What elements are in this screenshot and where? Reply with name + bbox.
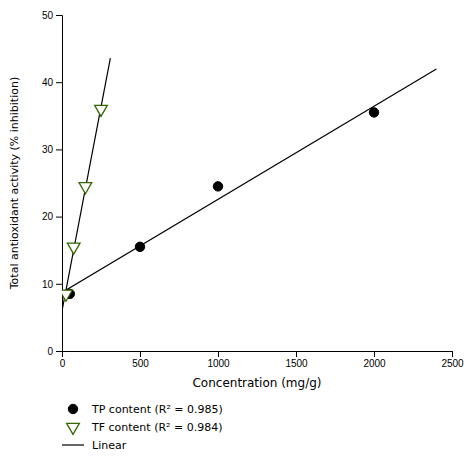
tick-mark — [56, 82, 62, 83]
tick-label: 30 — [42, 144, 54, 155]
tick-label: 0 — [47, 346, 53, 357]
tick-label: 20 — [42, 211, 54, 222]
legend-symbol — [67, 423, 80, 434]
x-axis-title: Concentration (mg/g) — [192, 376, 321, 390]
tick: 2500 — [441, 351, 464, 369]
point — [79, 183, 92, 194]
tick: 2000 — [363, 351, 386, 369]
legend-symbol — [62, 444, 84, 445]
tick: 20 — [42, 211, 62, 222]
legend-label: Linear — [92, 439, 127, 452]
axis-line — [63, 352, 453, 358]
axis-line — [56, 16, 63, 352]
point — [62, 290, 72, 301]
marks — [62, 58, 436, 311]
point — [135, 242, 144, 251]
tick-mark — [56, 149, 62, 150]
tick-label: 2000 — [363, 358, 386, 369]
legend-item: Linear — [62, 439, 127, 452]
fit-line — [62, 58, 436, 311]
tick-mark — [296, 351, 297, 357]
point — [67, 243, 80, 254]
chart: 0 500 1000 1500 2000 2500 0 10 20 30 40 50 Concentra… — [0, 0, 474, 465]
legend-item: TF content (R² = 0.984) — [67, 421, 223, 434]
tick-mark — [374, 351, 375, 357]
tick: 0 — [47, 346, 62, 357]
tick-label: 500 — [132, 358, 149, 369]
tick-label: 10 — [42, 279, 54, 290]
tick: 50 — [42, 10, 62, 21]
tick-mark — [140, 351, 141, 357]
tick-label: 0 — [60, 358, 66, 369]
tick-mark — [56, 217, 62, 218]
tick: 1500 — [285, 351, 308, 369]
tick: 10 — [42, 279, 62, 290]
tick-mark — [56, 351, 62, 352]
tick: 30 — [42, 144, 62, 155]
y-axis-title: Total antioxidant activity (% inhibition… — [8, 77, 21, 290]
tick-mark — [452, 351, 453, 357]
tick-mark — [218, 351, 219, 357]
tick-label: 40 — [42, 77, 54, 88]
point — [95, 105, 108, 116]
tick-mark — [56, 15, 62, 16]
legend-label: TP content (R² = 0.985) — [91, 403, 223, 416]
tick-label: 1500 — [285, 358, 308, 369]
tick: 40 — [42, 77, 62, 88]
legend-item: TP content (R² = 0.985) — [68, 403, 223, 416]
legend-symbol — [68, 404, 77, 413]
legend: TP content (R² = 0.985) TF content (R² = … — [62, 403, 223, 452]
tick: 1000 — [207, 351, 230, 369]
point — [369, 108, 378, 117]
x-axis: 0 500 1000 1500 2000 2500 — [60, 351, 464, 369]
tick-mark — [56, 284, 62, 285]
tick-label: 50 — [42, 10, 54, 21]
plot: 0 500 1000 1500 2000 2500 0 10 20 30 40 50 Concentra… — [8, 10, 464, 390]
tick-label: 1000 — [207, 358, 230, 369]
point — [213, 182, 222, 191]
legend-label: TF content (R² = 0.984) — [91, 421, 223, 434]
y-axis: 0 10 20 30 40 50 — [42, 10, 63, 357]
tick: 500 — [132, 351, 149, 369]
tick-label: 2500 — [441, 358, 464, 369]
tick: 0 — [60, 351, 66, 369]
